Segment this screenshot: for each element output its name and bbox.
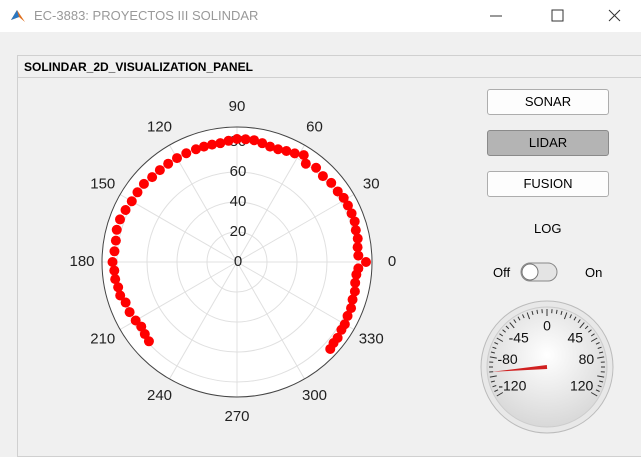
gauge-tick-label: 0 — [543, 318, 551, 334]
gauge-tick-label: -45 — [509, 329, 529, 345]
gauge-tick-label: -80 — [497, 351, 517, 367]
app-window: EC-3883: PROYECTOS III SOLINDAR SOLINDAR… — [0, 0, 641, 439]
gauge-minor-tick — [537, 310, 538, 314]
gauge-tick-label: 80 — [579, 351, 595, 367]
gauge: -120 -80 -45 0 45 80 120 — [0, 0, 641, 439]
gauge-tick-label: 120 — [570, 378, 594, 394]
gauge-minor-tick — [556, 310, 557, 314]
gauge-tick-label: -120 — [498, 378, 526, 394]
gauge-tick-label: 45 — [567, 329, 583, 345]
